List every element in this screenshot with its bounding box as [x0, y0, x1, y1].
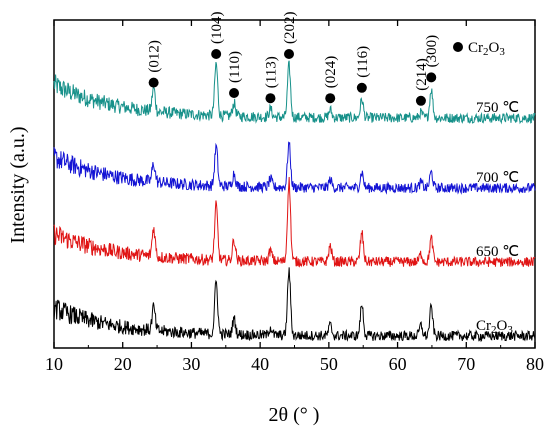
peak-marker-3 [265, 93, 276, 104]
trace-0 [53, 60, 536, 125]
peak-label-1: (104) [209, 12, 225, 45]
series-label-3: Cr2O3 [476, 318, 513, 336]
peak-label-0: (012) [147, 40, 163, 73]
x-tick-label-80: 80 [526, 354, 544, 374]
peak-label-2: (110) [227, 51, 243, 83]
series-label-2: 650 ℃ [476, 244, 519, 260]
traces [53, 60, 536, 343]
peak-labels: (012) (104)(110) (113)(202) (024) (116) (214)… [147, 12, 441, 91]
peak-marker-1 [211, 49, 222, 59]
peak-label-4: (202) [282, 12, 298, 45]
y-axis-title: Intensity (a.u.) [7, 126, 29, 243]
peak-marker-2 [229, 88, 240, 98]
x-tick-label-20: 20 [114, 354, 132, 374]
peak-markers [148, 49, 437, 106]
x-tick-label-40: 40 [251, 354, 269, 374]
peak-marker-4 [284, 49, 295, 59]
legend-label: Cr2O3 [468, 40, 505, 58]
peak-label-3: (113) [264, 56, 280, 88]
peak-marker-7 [415, 95, 426, 106]
peak-marker-6 [356, 82, 367, 93]
x-axis: 10 20 30 40 50 60 70 80 [45, 20, 544, 374]
peak-marker-5 [325, 93, 336, 104]
x-tick-label-50: 50 [320, 354, 338, 374]
peak-label-8: (300) [424, 35, 440, 68]
series-labels: 750 ℃ 700 ℃ 650 ℃ Cr2O3 [476, 100, 519, 336]
legend: Cr2O3 [453, 40, 505, 58]
peak-marker-0 [148, 77, 159, 88]
x-tick-label-30: 30 [182, 354, 200, 374]
peak-label-6: (116) [355, 46, 371, 78]
peak-label-5: (024) [323, 56, 339, 89]
peak-marker-8 [426, 72, 437, 83]
x-axis-title: 2θ (° ) [269, 404, 320, 426]
trace-3 [53, 267, 536, 343]
trace-1 [53, 141, 536, 195]
x-tick-label-60: 60 [389, 354, 407, 374]
x-tick-label-70: 70 [457, 354, 475, 374]
legend-marker [453, 42, 463, 52]
peak-label-7: (214) [414, 58, 430, 91]
x-tick-label-10: 10 [45, 354, 63, 374]
trace-2 [53, 177, 536, 268]
series-label-1: 700 ℃ [476, 170, 519, 186]
series-label-0: 750 ℃ [476, 100, 519, 116]
